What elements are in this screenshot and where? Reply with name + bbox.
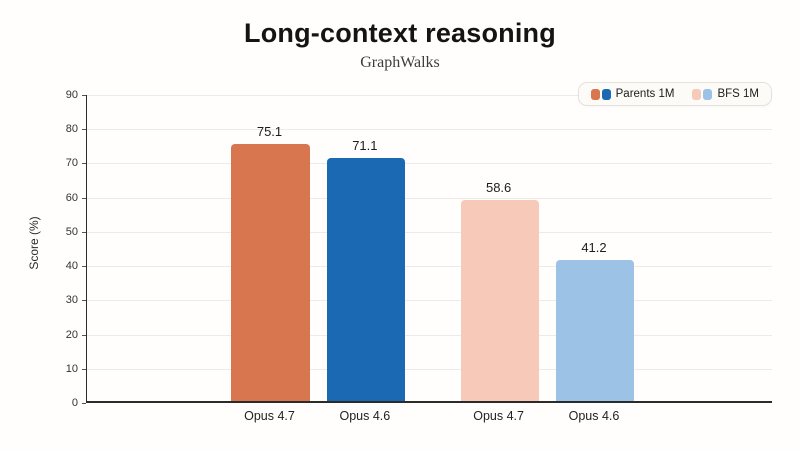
- y-tick-mark-30: [82, 300, 86, 302]
- gridline-y-20: [87, 334, 772, 336]
- chart-subtitle: GraphWalks: [360, 54, 440, 71]
- legend-entry-parents-1m: Parents 1M: [590, 88, 675, 100]
- bar-value-label: 71.1: [352, 137, 378, 153]
- gridline-y-90: [87, 95, 772, 96]
- y-tick-label-80: 80: [65, 123, 78, 136]
- y-tick-mark-70: [82, 163, 86, 165]
- legend-swatch-icon: [601, 88, 611, 100]
- legend-swatch-icon: [703, 88, 713, 100]
- y-tick-label-20: 20: [65, 328, 78, 341]
- x-tick-label: Opus 4.6: [568, 409, 620, 423]
- legend-label: Parents 1M: [615, 88, 675, 100]
- y-tick-label-0: 0: [71, 397, 78, 409]
- y-tick-mark-20: [82, 334, 86, 336]
- bar-bfs-1m-opus-4.6: [555, 260, 635, 401]
- y-tick-mark-60: [82, 197, 86, 199]
- y-tick-label-90: 90: [65, 89, 78, 101]
- y-tick-mark-90: [82, 95, 86, 96]
- y-tick-label-40: 40: [65, 260, 78, 273]
- x-tick-label: Opus 4.7: [244, 409, 295, 423]
- chart-title: Long-context reasoning: [244, 18, 556, 48]
- y-tick-mark-0: [82, 403, 86, 404]
- legend: Parents 1M BFS 1M: [577, 82, 772, 106]
- gridline-y-80: [87, 129, 772, 131]
- plot-area: [86, 95, 772, 403]
- gridline-y-50: [87, 231, 772, 233]
- gridline-y-10: [87, 368, 772, 370]
- legend-swatch-icon: [692, 88, 702, 100]
- bar-parents-1m-opus-4.6: [326, 157, 405, 401]
- bar-value-label: 75.1: [256, 123, 283, 139]
- y-tick-mark-10: [82, 368, 86, 370]
- y-tick-label-70: 70: [65, 157, 78, 170]
- bar-value-label: 41.2: [581, 240, 607, 255]
- legend-swatch-icon: [590, 88, 600, 100]
- legend-entry-bfs-1m: BFS 1M: [692, 88, 759, 100]
- bar-bfs-1m-opus-4.7: [460, 200, 539, 401]
- x-tick-label: Opus 4.7: [473, 409, 524, 423]
- gridline-y-40: [87, 266, 772, 268]
- bar-value-label: 58.6: [485, 180, 512, 196]
- x-tick-label: Opus 4.6: [339, 409, 391, 423]
- y-tick-label-30: 30: [65, 294, 78, 307]
- legend-swatches: [692, 88, 713, 100]
- y-tick-mark-40: [82, 266, 86, 268]
- legend-label: BFS 1M: [717, 88, 759, 100]
- y-tick-label-50: 50: [65, 225, 78, 238]
- gridline-y-60: [87, 197, 772, 199]
- bar-parents-1m-opus-4.7: [231, 144, 310, 401]
- y-tick-mark-80: [82, 129, 86, 131]
- gridline-y-70: [87, 163, 772, 165]
- y-tick-label-10: 10: [65, 362, 78, 375]
- y-tick-mark-50: [82, 231, 86, 233]
- y-tick-label-60: 60: [65, 191, 78, 204]
- gridline-y-30: [87, 300, 772, 302]
- legend-swatches: [590, 88, 611, 100]
